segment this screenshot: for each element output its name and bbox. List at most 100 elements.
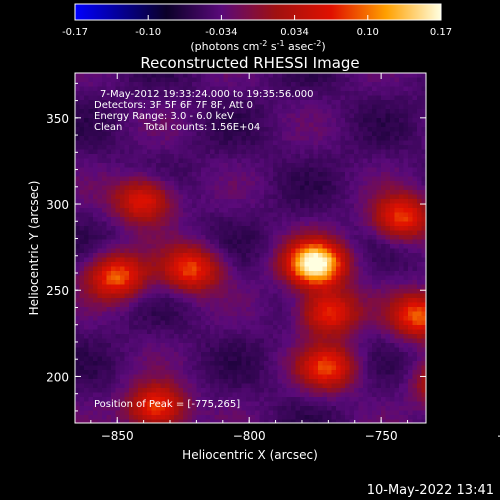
heatmap-cell [327, 271, 332, 276]
heatmap-cell [219, 217, 224, 222]
heatmap-cell [349, 82, 355, 87]
heatmap-cell [417, 203, 422, 209]
heatmap-cell [223, 248, 229, 254]
heatmap-cell [291, 343, 296, 348]
heatmap-cell [84, 280, 89, 285]
heatmap-cell [331, 172, 337, 177]
heatmap-cell [336, 163, 341, 168]
heatmap-cell [223, 356, 229, 362]
heatmap-cell [147, 352, 152, 357]
heatmap-cell [277, 334, 283, 339]
heatmap-cell [201, 266, 206, 272]
heatmap-cell [295, 122, 301, 128]
heatmap-cell [156, 185, 161, 191]
heatmap-cell [304, 176, 310, 182]
heatmap-cell [88, 77, 94, 83]
heatmap-cell [210, 122, 215, 128]
heatmap-cell [111, 257, 116, 263]
heatmap-cell [246, 217, 251, 222]
heatmap-cell [232, 271, 238, 276]
heatmap-cell [331, 302, 337, 308]
heatmap-cell [178, 320, 184, 326]
heatmap-cell [273, 221, 278, 227]
heatmap-cell [390, 131, 395, 137]
heatmap-cell [187, 73, 193, 78]
heatmap-cell [124, 158, 130, 164]
heatmap-cell [327, 230, 332, 236]
heatmap-cell [399, 289, 404, 294]
heatmap-cell [313, 217, 319, 222]
heatmap-cell [354, 118, 359, 123]
heatmap-cell [376, 230, 382, 236]
heatmap-cell [219, 338, 224, 344]
heatmap-cell [160, 262, 166, 267]
heatmap-cell [295, 167, 301, 173]
heatmap-cell [115, 257, 121, 263]
heatmap-cell [214, 352, 220, 357]
heatmap-cell [210, 95, 215, 101]
heatmap-cell [421, 334, 426, 339]
heatmap-cell [408, 131, 413, 137]
heatmap-cell [295, 325, 301, 330]
heatmap-cell [250, 77, 256, 83]
heatmap-cell [241, 91, 247, 96]
heatmap-cell [246, 280, 251, 285]
heatmap-cell [241, 104, 247, 110]
heatmap-cell [151, 185, 157, 191]
heatmap-cell [412, 176, 418, 182]
heatmap-cell [97, 113, 103, 119]
heatmap-cell [178, 284, 184, 290]
heatmap-cell [75, 109, 80, 114]
heatmap-cell [129, 343, 134, 348]
heatmap-cell [295, 320, 301, 326]
heatmap-cell [376, 284, 382, 290]
heatmap-cell [403, 77, 409, 83]
heatmap-cell [268, 100, 274, 105]
heatmap-cell [336, 176, 341, 182]
heatmap-cell [286, 172, 292, 177]
heatmap-cell [106, 356, 112, 362]
heatmap-cell [88, 221, 94, 227]
heatmap-cell [124, 338, 130, 344]
heatmap-cell [291, 298, 296, 303]
heatmap-cell [115, 131, 121, 137]
heatmap-cell [255, 316, 260, 321]
heatmap-cell [264, 127, 269, 132]
heatmap-cell [336, 284, 341, 290]
heatmap-cell [115, 149, 121, 155]
heatmap-cell [196, 77, 202, 83]
heatmap-cell [111, 307, 116, 312]
heatmap-cell [417, 149, 422, 155]
heatmap-cell [219, 113, 224, 119]
heatmap-cell [327, 122, 332, 128]
heatmap-cell [124, 190, 130, 195]
heatmap-cell [313, 185, 319, 191]
heatmap-cell [183, 203, 188, 209]
heatmap-cell [79, 302, 85, 308]
heatmap-cell [421, 91, 426, 96]
heatmap-cell [210, 118, 215, 123]
heatmap-cell [250, 329, 256, 335]
heatmap-cell [358, 199, 364, 204]
heatmap-cell [399, 334, 404, 339]
heatmap-cell [381, 100, 386, 105]
heatmap-cell [97, 185, 103, 191]
heatmap-cell [394, 352, 400, 357]
heatmap-image [75, 73, 426, 423]
heatmap-cell [232, 77, 238, 83]
heatmap-cell [304, 298, 310, 303]
heatmap-cell [273, 356, 278, 362]
colorbar-tick-label: 0.17 [430, 27, 452, 38]
heatmap-cell [331, 136, 337, 141]
heatmap-cell [228, 289, 233, 294]
heatmap-cell [120, 257, 125, 263]
heatmap-cell [273, 145, 278, 150]
heatmap-cell [138, 145, 143, 150]
heatmap-cell [372, 167, 377, 173]
heatmap-cell [394, 338, 400, 344]
heatmap-cell [174, 86, 179, 92]
heatmap-cell [259, 100, 265, 105]
heatmap-cell [399, 118, 404, 123]
heatmap-cell [156, 190, 161, 195]
heatmap-cell [192, 145, 197, 150]
